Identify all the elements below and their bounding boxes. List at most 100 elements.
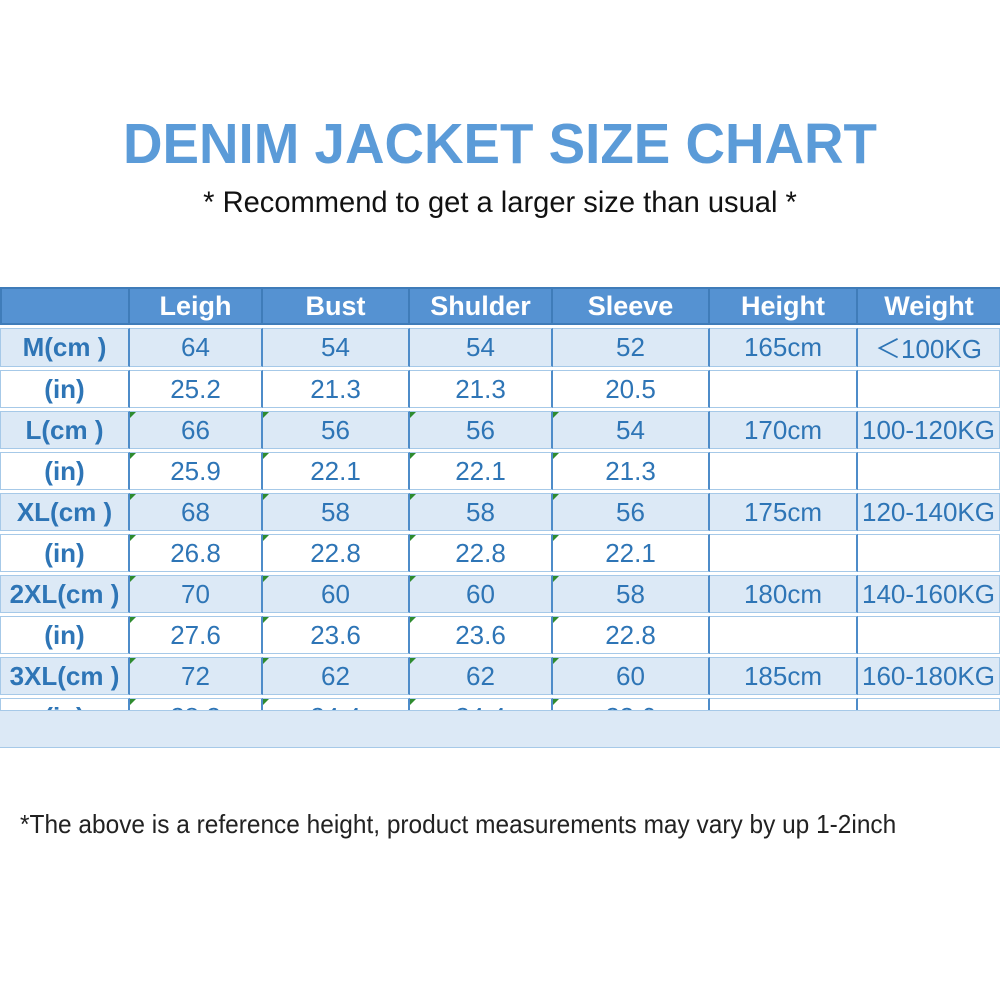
cell-value: 66 (181, 414, 210, 445)
value-cell: 180cm (710, 575, 858, 613)
cell-value: 22.1 (310, 455, 361, 486)
corner-mark-icon (410, 658, 416, 664)
size-label-cell: 3XL(cm ) (0, 657, 130, 695)
corner-mark-icon (410, 617, 416, 623)
value-cell (858, 370, 1000, 408)
value-cell: 64 (130, 328, 263, 367)
size-label-cell: (in) (0, 616, 130, 654)
value-cell: 54 (553, 411, 710, 449)
cell-value: 70 (181, 578, 210, 609)
corner-mark-icon (263, 535, 269, 541)
size-label: (in) (44, 373, 85, 404)
value-cell: 21.3 (263, 370, 410, 408)
corner-mark-icon (410, 576, 416, 582)
value-cell: 68 (130, 493, 263, 531)
size-chart-table: Leigh Bust Shulder Sleeve Height Weight M(cm … (0, 284, 1000, 739)
value-cell: 62 (263, 657, 410, 695)
value-cell (710, 616, 858, 654)
cell-value: 175cm (743, 496, 823, 527)
size-label: (in) (44, 537, 85, 568)
value-cell: 54 (263, 328, 410, 367)
table-row: 3XL(cm ) 72 62 62 60 185cm 160-180KG (0, 657, 1000, 695)
cell-value: 20.5 (605, 373, 656, 404)
value-cell: 170cm (710, 411, 858, 449)
value-cell: 58 (410, 493, 553, 531)
cell-value: 22.1 (605, 537, 656, 568)
value-cell: 100-120KG (858, 411, 1000, 449)
cell-value: 58 (616, 578, 645, 609)
size-label: (in) (44, 455, 85, 486)
value-cell: 60 (410, 575, 553, 613)
cell-value: 180cm (743, 578, 823, 609)
size-label: L(cm ) (25, 414, 104, 445)
cell-value: 60 (466, 578, 495, 609)
size-label: XL(cm ) (16, 496, 113, 527)
cell-value: 56 (616, 496, 645, 527)
value-cell: 21.3 (553, 452, 710, 490)
corner-mark-icon (553, 576, 559, 582)
corner-mark-icon (263, 453, 269, 459)
corner-mark-icon (410, 412, 416, 418)
cell-value: 60 (321, 578, 350, 609)
cell-value: 21.3 (310, 373, 361, 404)
corner-mark-icon (410, 699, 416, 705)
value-cell: 23.6 (410, 616, 553, 654)
cell-value: 58 (466, 496, 495, 527)
cell-value: 56 (321, 414, 350, 445)
value-cell: 58 (553, 575, 710, 613)
cell-value: 25.9 (170, 455, 221, 486)
size-label-cell: (in) (0, 370, 130, 408)
size-label-cell: (in) (0, 452, 130, 490)
cell-value: 22.8 (310, 537, 361, 568)
cell-value: 22.8 (455, 537, 506, 568)
corner-mark-icon (130, 494, 136, 500)
corner-mark-icon (130, 699, 136, 705)
value-cell: 140-160KG (858, 575, 1000, 613)
column-header-shulder: Shulder (410, 287, 553, 325)
cell-value: 52 (616, 332, 645, 362)
size-label: 3XL(cm ) (9, 660, 120, 691)
cell-value: 22.1 (455, 455, 506, 486)
value-cell: 22.1 (263, 452, 410, 490)
corner-mark-icon (553, 494, 559, 500)
value-cell: 58 (263, 493, 410, 531)
value-cell: 175cm (710, 493, 858, 531)
value-cell: 185cm (710, 657, 858, 695)
value-cell: 21.3 (410, 370, 553, 408)
corner-mark-icon (553, 699, 559, 705)
table-row: (in) 26.8 22.8 22.8 22.1 (0, 534, 1000, 572)
page-title: DENIM JACKET SIZE CHART (123, 112, 877, 176)
value-cell: 62 (410, 657, 553, 695)
cell-value: 72 (181, 660, 210, 691)
cell-value: 25.2 (170, 373, 221, 404)
corner-mark-icon (130, 658, 136, 664)
value-cell: 22.8 (263, 534, 410, 572)
size-label-cell: (in) (0, 534, 130, 572)
column-header-leigh: Leigh (130, 287, 263, 325)
corner-mark-icon (263, 576, 269, 582)
corner-mark-icon (130, 535, 136, 541)
corner-mark-icon (263, 617, 269, 623)
corner-mark-icon (130, 453, 136, 459)
value-cell: 66 (130, 411, 263, 449)
table-row: L(cm ) 66 56 56 54 170cm 100-120KG (0, 411, 1000, 449)
cell-value: 170cm (743, 414, 823, 445)
value-cell (858, 452, 1000, 490)
value-cell: 52 (553, 328, 710, 367)
cell-value: 54 (466, 332, 495, 362)
cell-value: 21.3 (605, 455, 656, 486)
cell-value: 60 (616, 660, 645, 691)
value-cell: 56 (553, 493, 710, 531)
cell-value: 160-180KG (862, 660, 995, 691)
cell-value: 56 (466, 414, 495, 445)
value-cell: 165cm (710, 328, 858, 367)
header-row: Leigh Bust Shulder Sleeve Height Weight (0, 287, 1000, 325)
corner-mark-icon (553, 535, 559, 541)
footnote: *The above is a reference height, produc… (20, 809, 897, 839)
value-cell: 23.6 (263, 616, 410, 654)
value-cell: ＜100KG (858, 328, 1000, 367)
table-row: M(cm ) 64 54 54 52 165cm ＜100KG (0, 328, 1000, 367)
value-cell (858, 534, 1000, 572)
cell-value: 23.6 (455, 619, 506, 650)
cell-value: 165cm (743, 332, 823, 362)
